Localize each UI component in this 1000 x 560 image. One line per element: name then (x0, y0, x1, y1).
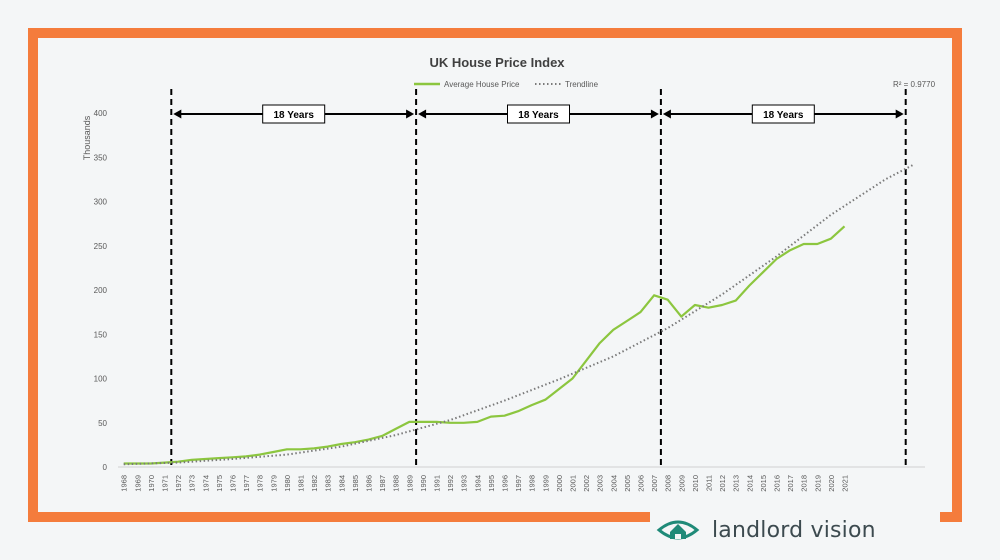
chart-frame (28, 28, 962, 522)
brand-logo: landlord vision (650, 512, 940, 548)
brand-name: landlord vision (712, 517, 876, 543)
eye-house-icon (656, 520, 700, 540)
